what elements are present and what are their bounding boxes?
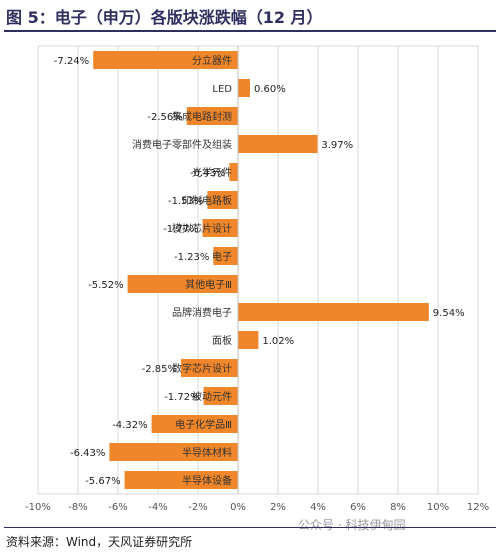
value-label: -1.23% <box>174 252 209 263</box>
x-tick-label: 12% <box>467 502 489 513</box>
bar <box>203 387 238 405</box>
bar <box>238 79 250 97</box>
value-label: -4.32% <box>112 420 147 431</box>
bar <box>181 359 238 377</box>
value-label: -1.53% <box>168 196 203 207</box>
category-label: 面板 <box>212 334 232 347</box>
bar <box>207 191 238 209</box>
category-label: 品牌消费电子 <box>172 306 232 319</box>
x-tick-label: 2% <box>270 502 286 513</box>
bar <box>186 107 238 125</box>
category-label: 半导体设备 <box>182 474 232 487</box>
bar <box>124 471 238 489</box>
value-label: -1.77% <box>163 224 198 235</box>
category-label: 印制电路板 <box>182 194 232 207</box>
value-label: -1.72% <box>164 392 199 403</box>
bar <box>109 443 239 461</box>
value-label: 3.97% <box>321 140 353 151</box>
source-rule <box>4 527 496 528</box>
value-label: -0.43% <box>190 168 225 179</box>
bar <box>238 303 429 321</box>
x-tick-label: 0% <box>230 502 246 513</box>
bar <box>238 135 318 153</box>
bar <box>127 275 238 293</box>
source-note: 资料来源：Wind，天风证券研究所 <box>6 535 193 549</box>
category-label: 消费电子零部件及组装 <box>132 138 232 151</box>
value-label: -2.56% <box>147 112 182 123</box>
plot-frame <box>37 45 479 495</box>
x-tick-label: 4% <box>310 502 326 513</box>
value-label: -2.85% <box>142 364 177 375</box>
bar-chart: 分立器件 -7.24% LED 0.60% 集成电路封测-2.56% 消费电子零部件及组装… <box>25 45 489 513</box>
value-label: -7.24% <box>54 56 89 67</box>
bar <box>93 51 238 69</box>
value-label: 0.60% <box>254 84 286 95</box>
x-tick-label: -10% <box>25 502 51 513</box>
x-tick-label: 10% <box>427 502 449 513</box>
watermark-text: 公众号 · 科技伊甸园 <box>298 518 406 532</box>
title-rule <box>4 30 496 32</box>
category-label: 分立器件 <box>192 54 232 67</box>
value-label: 1.02% <box>262 336 294 347</box>
category-label: 半导体材料 <box>182 446 232 459</box>
value-label: -5.67% <box>85 476 120 487</box>
value-label: 9.54% <box>433 308 465 319</box>
x-tick-label: 6% <box>350 502 366 513</box>
bar <box>238 331 259 349</box>
category-label: LED <box>212 84 232 95</box>
category-label: 数字芯片设计 <box>172 362 232 375</box>
x-tick-label: -8% <box>68 502 87 513</box>
value-label: -6.43% <box>70 448 105 459</box>
value-label: -5.52% <box>88 280 123 291</box>
category-label: 被动元件 <box>192 390 232 403</box>
figure-title: 图 5：电子（申万）各版块涨跌幅（12 月） <box>6 8 323 27</box>
x-tick-label: -6% <box>108 502 127 513</box>
x-tick-label: -4% <box>148 502 167 513</box>
category-label: 其他电子Ⅲ <box>185 278 232 291</box>
bar <box>213 247 238 265</box>
category-label: 集成电路封测 <box>172 110 232 123</box>
bar <box>151 415 238 433</box>
x-tick-label: 8% <box>390 502 406 513</box>
category-label: 模拟芯片设计 <box>172 222 232 235</box>
category-label: 光学元件 <box>192 166 232 179</box>
bar <box>202 219 238 237</box>
bar <box>229 163 238 181</box>
x-tick-label: -2% <box>188 502 207 513</box>
category-label: 电子 <box>212 250 232 263</box>
category-label: 电子化学品Ⅲ <box>175 418 232 431</box>
